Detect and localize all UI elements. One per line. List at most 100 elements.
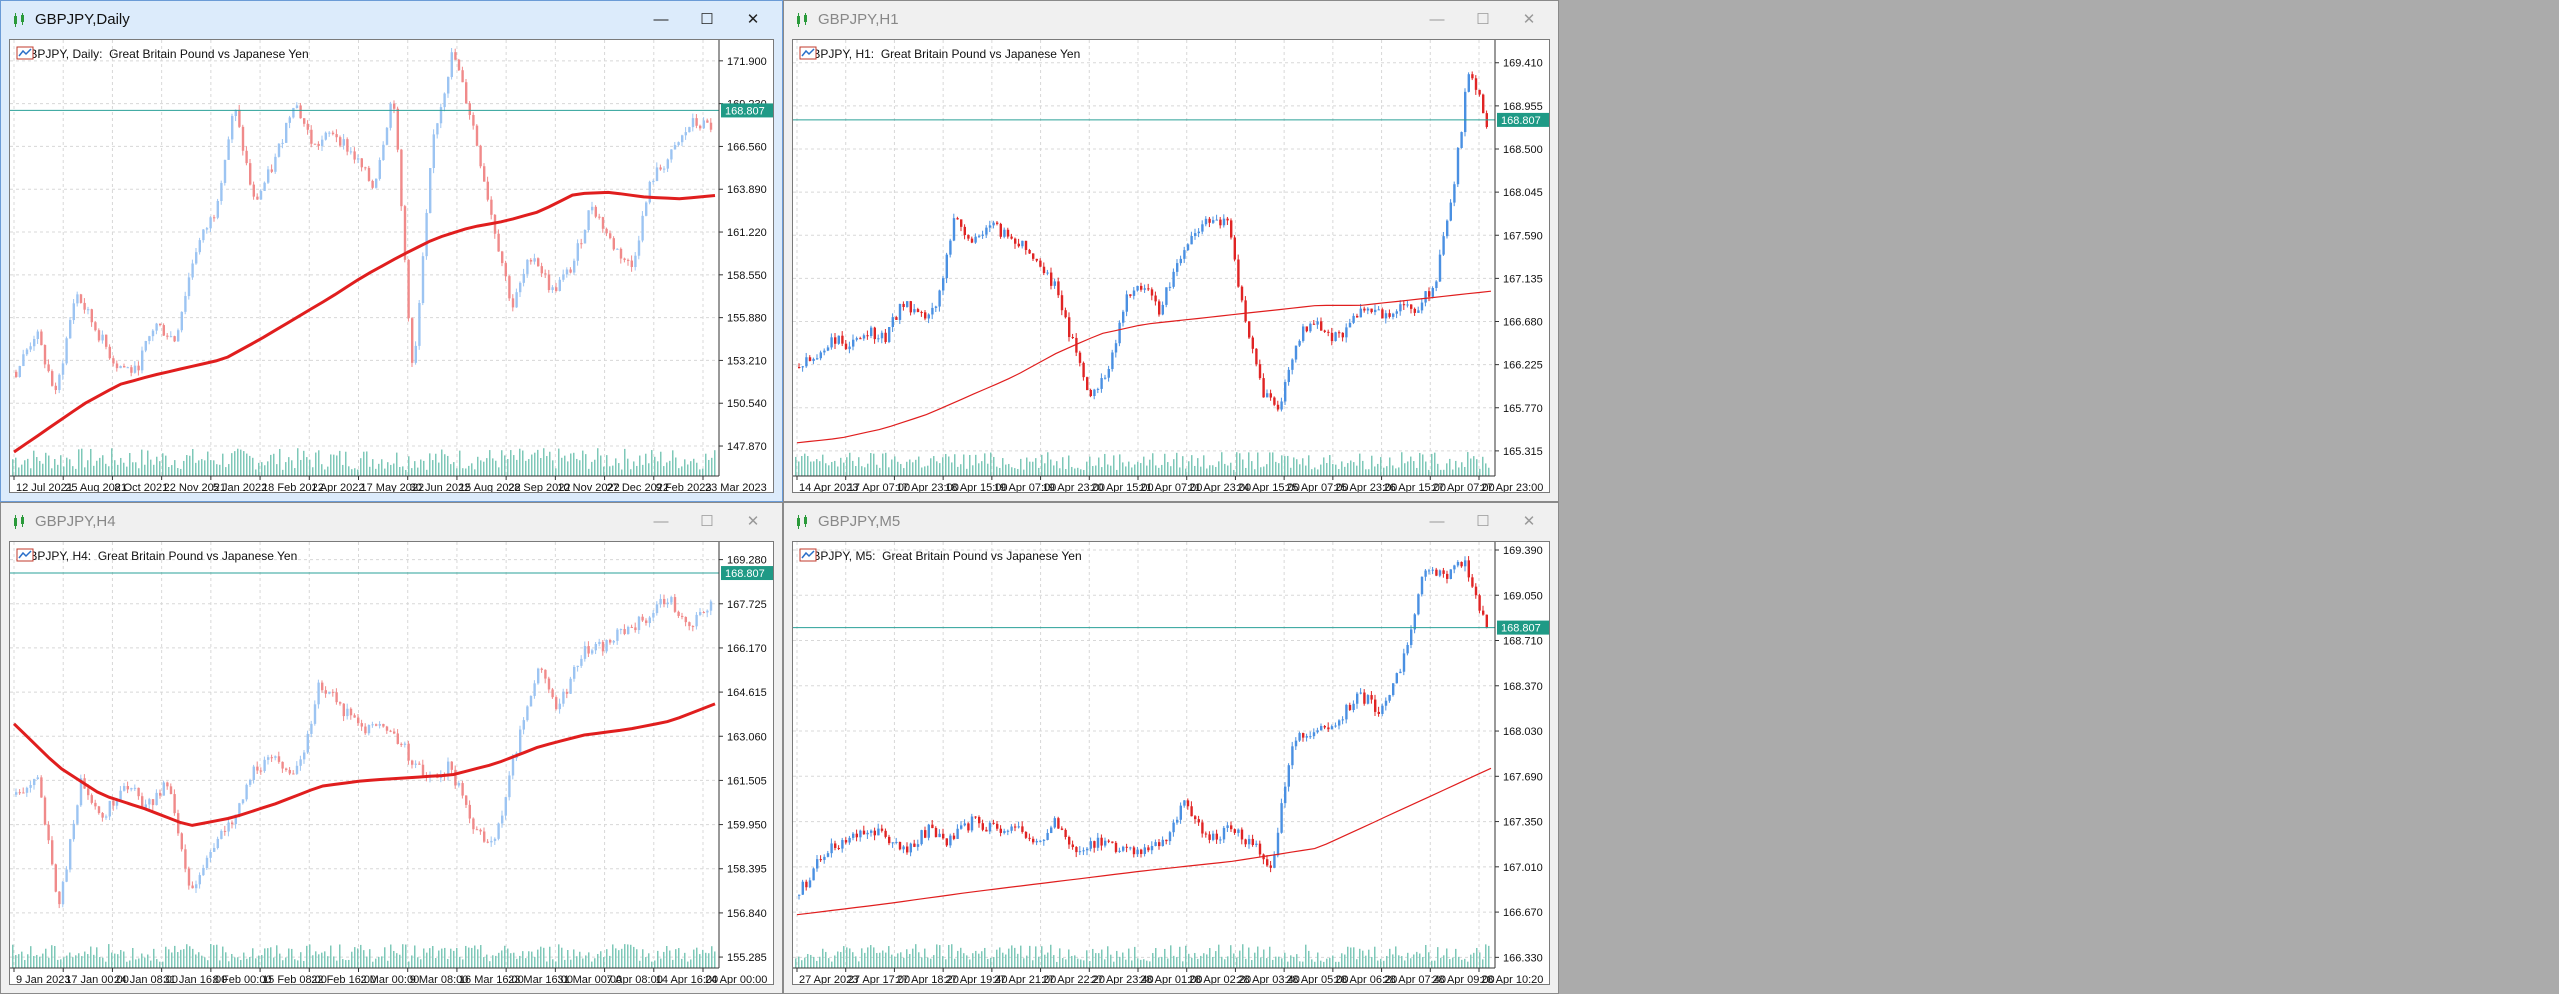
maximize-button[interactable]: ☐ bbox=[700, 513, 714, 530]
chart-area[interactable]: GBPJPY, Daily: Great Britain Pound vs Ja… bbox=[9, 39, 774, 493]
window-titlebar[interactable]: GBPJPY,M5 — ☐ ✕ bbox=[784, 503, 1558, 541]
volume-bar bbox=[882, 950, 884, 968]
volume-bar bbox=[1242, 459, 1244, 476]
maximize-button[interactable]: ☐ bbox=[700, 11, 714, 28]
candle-body bbox=[1348, 704, 1352, 710]
candle-body bbox=[1431, 569, 1434, 571]
candle-body bbox=[335, 692, 338, 703]
candle-body bbox=[898, 841, 902, 850]
chart-area[interactable]: GBPJPY, H4: Great Britain Pound vs Japan… bbox=[9, 541, 774, 985]
volume-bar bbox=[222, 453, 224, 476]
volume-bar bbox=[132, 947, 134, 968]
price-chart[interactable]: 171.900169.230166.560163.890161.220158.5… bbox=[10, 40, 774, 493]
volume-bar bbox=[189, 946, 191, 968]
candle-body bbox=[504, 797, 507, 816]
volume-bar bbox=[606, 455, 608, 476]
candle-body bbox=[1028, 837, 1031, 839]
chart-window-h1[interactable]: GBPJPY,H1 — ☐ ✕ GBPJPY, H1: Great Britai… bbox=[783, 0, 1559, 502]
volume-bar bbox=[246, 958, 248, 968]
x-tick-label: 27 Apr 21:00 bbox=[994, 974, 1056, 985]
volume-bar bbox=[1014, 947, 1016, 968]
minimize-button[interactable]: — bbox=[1429, 513, 1445, 530]
x-tick-label: 27 Apr 17:00 bbox=[848, 974, 910, 985]
volume-bar bbox=[303, 960, 305, 968]
trading-icon[interactable] bbox=[16, 46, 34, 60]
close-button[interactable]: ✕ bbox=[746, 513, 760, 530]
candle-body bbox=[1042, 266, 1046, 274]
chart-area[interactable]: GBPJPY, M5: Great Britain Pound vs Japan… bbox=[792, 541, 1550, 985]
candle-body bbox=[609, 233, 612, 239]
candle-body bbox=[173, 336, 176, 342]
volume-bar bbox=[540, 458, 542, 476]
close-button[interactable]: ✕ bbox=[1522, 513, 1536, 530]
candle-body bbox=[87, 788, 90, 796]
chart-area[interactable]: GBPJPY, H1: Great Britain Pound vs Japan… bbox=[792, 39, 1550, 493]
candle-body bbox=[952, 218, 956, 241]
candle-body bbox=[1136, 285, 1139, 291]
volume-bar bbox=[1200, 466, 1202, 476]
candle-body bbox=[1374, 699, 1377, 712]
candle-body bbox=[54, 385, 57, 391]
candle-body bbox=[213, 847, 216, 852]
volume-bar bbox=[1470, 954, 1472, 968]
trading-icon[interactable] bbox=[799, 46, 817, 60]
window-titlebar[interactable]: GBPJPY,Daily — ☐ ✕ bbox=[1, 1, 782, 39]
volume-bar bbox=[1437, 947, 1439, 968]
volume-bar bbox=[1365, 955, 1367, 968]
price-chart[interactable]: 169.410168.955168.500168.045167.590167.1… bbox=[793, 40, 1550, 493]
candle-body bbox=[1104, 377, 1107, 379]
price-badge-label: 168.807 bbox=[1501, 623, 1541, 635]
volume-bar bbox=[1236, 957, 1238, 968]
candle-body bbox=[501, 251, 504, 264]
close-button[interactable]: ✕ bbox=[1522, 11, 1536, 28]
volume-bar bbox=[1176, 452, 1178, 476]
candle-body bbox=[1176, 263, 1179, 272]
candle-body bbox=[634, 255, 637, 267]
volume-bar bbox=[576, 458, 578, 476]
volume-bar bbox=[426, 952, 428, 968]
minimize-button[interactable]: — bbox=[1429, 11, 1445, 28]
chart-window-daily[interactable]: GBPJPY,Daily — ☐ ✕ GBPJPY, Daily: Great … bbox=[0, 0, 783, 502]
price-chart[interactable]: 169.390169.050168.710168.370168.030167.6… bbox=[793, 542, 1550, 985]
candle-body bbox=[888, 836, 891, 844]
chart-window-m5[interactable]: GBPJPY,M5 — ☐ ✕ GBPJPY, M5: Great Britai… bbox=[783, 502, 1559, 994]
trading-icon[interactable] bbox=[799, 548, 817, 562]
volume-bar bbox=[1350, 947, 1352, 968]
candle-body bbox=[1114, 343, 1118, 353]
candle-body bbox=[1096, 388, 1100, 390]
candle-body bbox=[490, 199, 493, 215]
candle-body bbox=[483, 831, 486, 842]
window-titlebar[interactable]: GBPJPY,H1 — ☐ ✕ bbox=[784, 1, 1558, 39]
volume-bar bbox=[522, 450, 524, 476]
volume-bar bbox=[30, 468, 32, 476]
window-titlebar[interactable]: GBPJPY,H4 — ☐ ✕ bbox=[1, 503, 782, 541]
minimize-button[interactable]: — bbox=[653, 11, 669, 28]
volume-bar bbox=[450, 948, 452, 968]
candle-body bbox=[349, 151, 353, 153]
candle-body bbox=[288, 117, 291, 123]
volume-bar bbox=[252, 948, 254, 968]
candle-body bbox=[1150, 289, 1154, 296]
maximize-button[interactable]: ☐ bbox=[1476, 513, 1490, 530]
candle-body bbox=[916, 844, 920, 847]
x-tick-label: 25 Apr 07:00 bbox=[1286, 482, 1348, 493]
volume-bar bbox=[465, 945, 467, 968]
candle-body bbox=[515, 292, 518, 308]
price-chart[interactable]: 169.280167.725166.170164.615163.060161.5… bbox=[10, 542, 774, 985]
candle-body bbox=[123, 786, 126, 791]
candle-body bbox=[841, 335, 844, 344]
chart-window-h4[interactable]: GBPJPY,H4 — ☐ ✕ GBPJPY, H4: Great Britai… bbox=[0, 502, 783, 994]
candle-body bbox=[565, 691, 569, 694]
volume-bar bbox=[336, 960, 338, 968]
volume-bar bbox=[1173, 459, 1175, 476]
candle-body bbox=[202, 868, 205, 876]
volume-bar bbox=[675, 949, 677, 968]
trading-icon[interactable] bbox=[16, 548, 34, 562]
maximize-button[interactable]: ☐ bbox=[1476, 11, 1490, 28]
candle-body bbox=[870, 327, 873, 337]
volume-bar bbox=[1416, 951, 1418, 968]
minimize-button[interactable]: — bbox=[653, 513, 669, 530]
volume-bar bbox=[1203, 455, 1205, 476]
volume-bar bbox=[417, 957, 419, 968]
close-button[interactable]: ✕ bbox=[746, 11, 760, 28]
